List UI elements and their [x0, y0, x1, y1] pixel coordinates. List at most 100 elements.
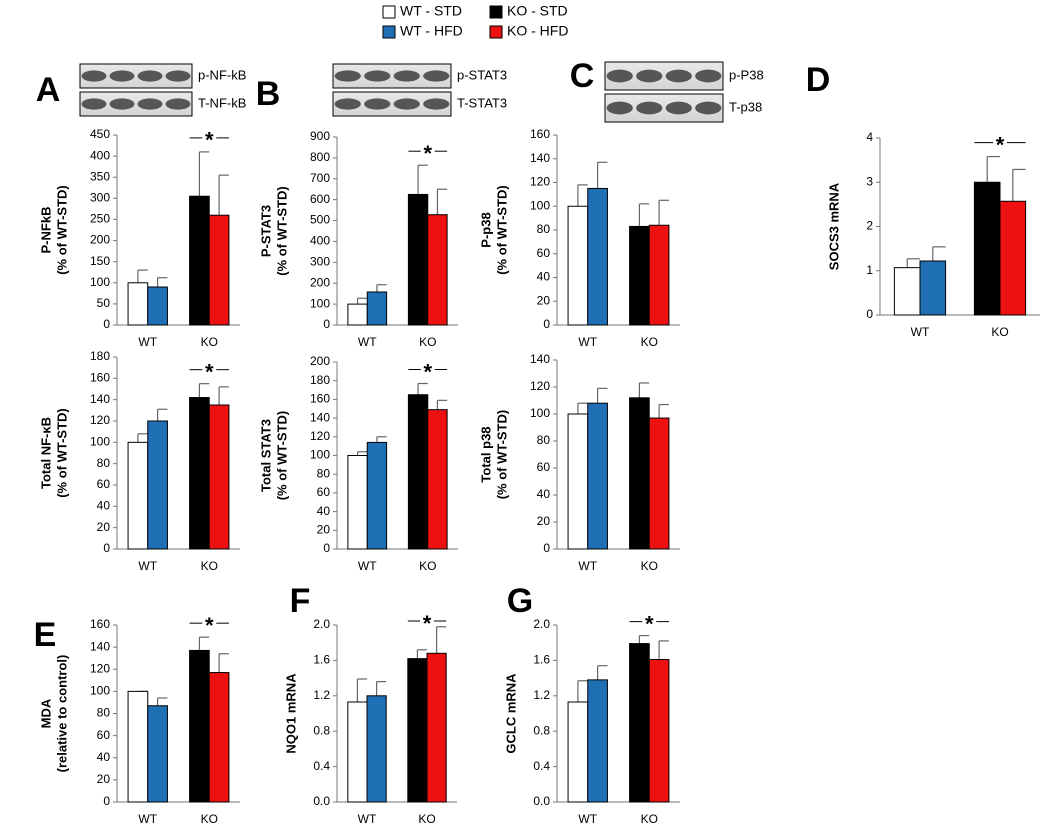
y-tick-label: 0 — [323, 541, 330, 555]
y-tick-label: 2.0 — [533, 617, 550, 631]
x-tick-label: WT — [578, 812, 597, 826]
significance-mark: * — [645, 611, 654, 636]
y-tick-label: 140 — [530, 151, 550, 165]
y-axis-label: (% of WT-STD) — [494, 185, 509, 275]
bar — [567, 701, 589, 803]
y-axis-label: Total p38 — [478, 426, 493, 482]
y-tick-label: 20 — [537, 293, 551, 307]
y-tick-label: 120 — [310, 429, 330, 443]
y-tick-label: 200 — [310, 354, 330, 368]
y-tick-label: 140 — [90, 639, 110, 653]
y-tick-label: 0 — [103, 317, 110, 331]
x-tick-label: KO — [418, 812, 435, 826]
bar — [189, 649, 210, 803]
blot-band — [636, 69, 663, 83]
bar — [366, 291, 388, 326]
panel-letter: B — [256, 75, 281, 113]
y-tick-label: 0 — [543, 541, 550, 555]
bar — [629, 643, 650, 803]
y-tick-label: 0 — [103, 794, 110, 808]
y-tick-label: 0.0 — [533, 794, 550, 808]
panel-letter: F — [290, 582, 311, 620]
bar — [919, 260, 947, 316]
x-tick-label: WT — [138, 812, 157, 826]
y-tick-label: 1.6 — [533, 653, 550, 667]
y-axis-label: NQO1 mRNA — [283, 673, 298, 754]
y-tick-label: 40 — [97, 499, 111, 513]
bar — [629, 225, 650, 326]
y-tick-label: 120 — [530, 175, 550, 189]
bar — [189, 397, 210, 550]
y-tick-label: 0.4 — [533, 759, 550, 773]
y-tick-label: 80 — [317, 466, 331, 480]
y-tick-label: 200 — [310, 275, 330, 289]
y-axis-label: SOCS3 mRNA — [826, 182, 841, 270]
blot-band — [109, 98, 135, 110]
y-tick-label: 0 — [103, 541, 110, 555]
significance-mark: * — [423, 141, 432, 166]
y-tick-label: 0.4 — [313, 759, 330, 773]
y-tick-label: 800 — [310, 150, 330, 164]
blot-band — [393, 70, 420, 82]
x-tick-label: WT — [578, 559, 597, 573]
bar — [629, 397, 650, 550]
x-tick-label: KO — [641, 812, 658, 826]
y-tick-label: 4 — [866, 130, 873, 144]
x-tick-label: KO — [201, 812, 218, 826]
y-tick-label: 50 — [97, 296, 111, 310]
y-axis-label: (% of WT-STD) — [54, 408, 69, 498]
legend-label: KO - HFD — [507, 23, 568, 39]
y-tick-label: 140 — [90, 392, 110, 406]
bar — [208, 672, 230, 803]
bar — [587, 187, 608, 326]
y-tick-label: 60 — [317, 485, 331, 499]
bar — [147, 705, 168, 803]
y-tick-label: 100 — [310, 296, 330, 310]
y-tick-label: 0.8 — [313, 723, 330, 737]
y-tick-label: 1 — [866, 263, 873, 277]
significance-mark: * — [423, 611, 432, 636]
y-tick-label: 400 — [310, 234, 330, 248]
bar — [347, 701, 368, 803]
bar — [567, 413, 589, 550]
blot-band — [137, 98, 163, 110]
y-axis-label: (% of WT-STD) — [274, 186, 289, 276]
blot-label: T-NF-kB — [198, 95, 246, 110]
bar — [427, 409, 448, 550]
blot-band — [364, 98, 391, 110]
legend-swatch — [382, 5, 396, 19]
y-tick-label: 100 — [90, 435, 110, 449]
y-tick-label: 120 — [90, 413, 110, 427]
bar — [407, 658, 428, 803]
bar — [189, 195, 210, 326]
blot-band — [137, 70, 163, 82]
y-tick-label: 400 — [90, 148, 110, 162]
y-axis-label: (% of WT-STD) — [274, 411, 289, 501]
panel-letter: A — [36, 71, 61, 109]
x-tick-label: KO — [641, 335, 658, 349]
x-tick-label: KO — [201, 559, 218, 573]
x-tick-label: KO — [419, 335, 436, 349]
bar — [587, 679, 608, 803]
y-tick-label: 20 — [317, 522, 331, 536]
blot-band — [334, 70, 361, 82]
bar — [147, 286, 168, 326]
significance-mark: * — [423, 359, 432, 384]
bar — [648, 659, 670, 803]
blot-band — [109, 70, 135, 82]
blot-band — [393, 98, 420, 110]
y-tick-label: 700 — [310, 171, 330, 185]
y-tick-label: 160 — [90, 371, 110, 385]
y-tick-label: 350 — [90, 169, 110, 183]
y-tick-label: 0.8 — [533, 723, 550, 737]
blot-label: p-STAT3 — [457, 67, 507, 82]
bar — [426, 652, 447, 803]
y-tick-label: 1.2 — [533, 688, 550, 702]
legend-label: KO - STD — [507, 3, 568, 19]
x-tick-label: WT — [138, 559, 157, 573]
bar — [648, 417, 670, 550]
y-axis-label: GCLC mRNA — [503, 673, 518, 754]
y-tick-label: 100 — [310, 448, 330, 462]
y-tick-label: 60 — [537, 460, 551, 474]
blot-band — [695, 101, 722, 115]
